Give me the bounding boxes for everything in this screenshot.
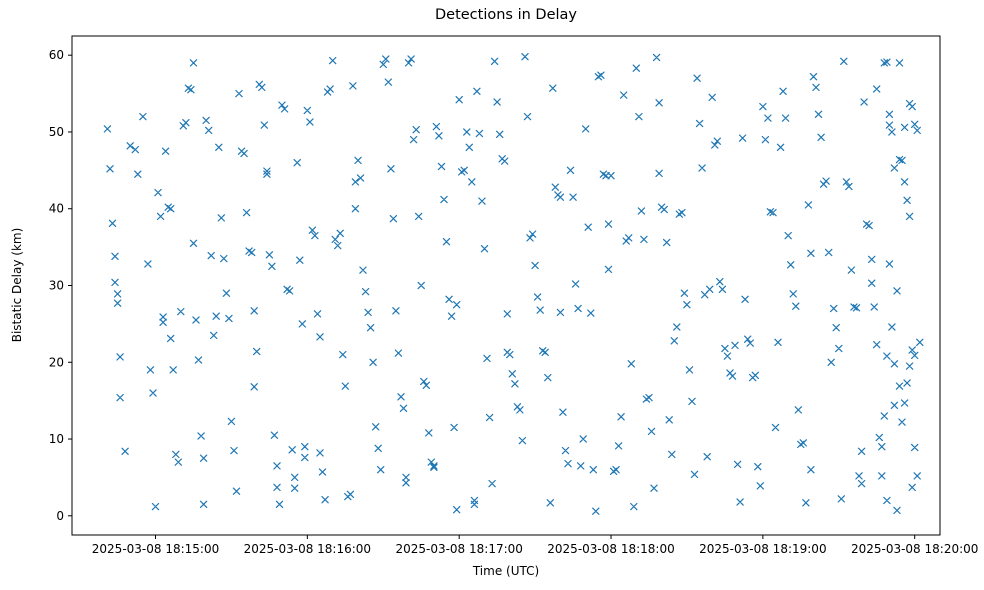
y-tick-label: 30	[49, 279, 64, 293]
x-tick-label: 2025-03-08 18:17:00	[395, 542, 522, 556]
y-tick-label: 0	[56, 509, 64, 523]
y-tick-label: 50	[49, 125, 64, 139]
x-tick-label: 2025-03-08 18:20:00	[851, 542, 978, 556]
y-tick-label: 60	[49, 48, 64, 62]
scatter-markers	[103, 53, 924, 515]
chart-title: Detections in Delay	[434, 7, 578, 23]
x-tick-label: 2025-03-08 18:16:00	[244, 542, 371, 556]
x-tick-label: 2025-03-08 18:18:00	[547, 542, 674, 556]
y-tick-label: 20	[49, 355, 64, 369]
y-tick-label: 10	[49, 432, 64, 446]
y-tick-label: 40	[49, 202, 64, 216]
x-tick-label: 2025-03-08 18:19:00	[699, 542, 826, 556]
x-axis-label: Time (UTC)	[472, 564, 540, 578]
x-tick-label: 2025-03-08 18:15:00	[92, 542, 219, 556]
